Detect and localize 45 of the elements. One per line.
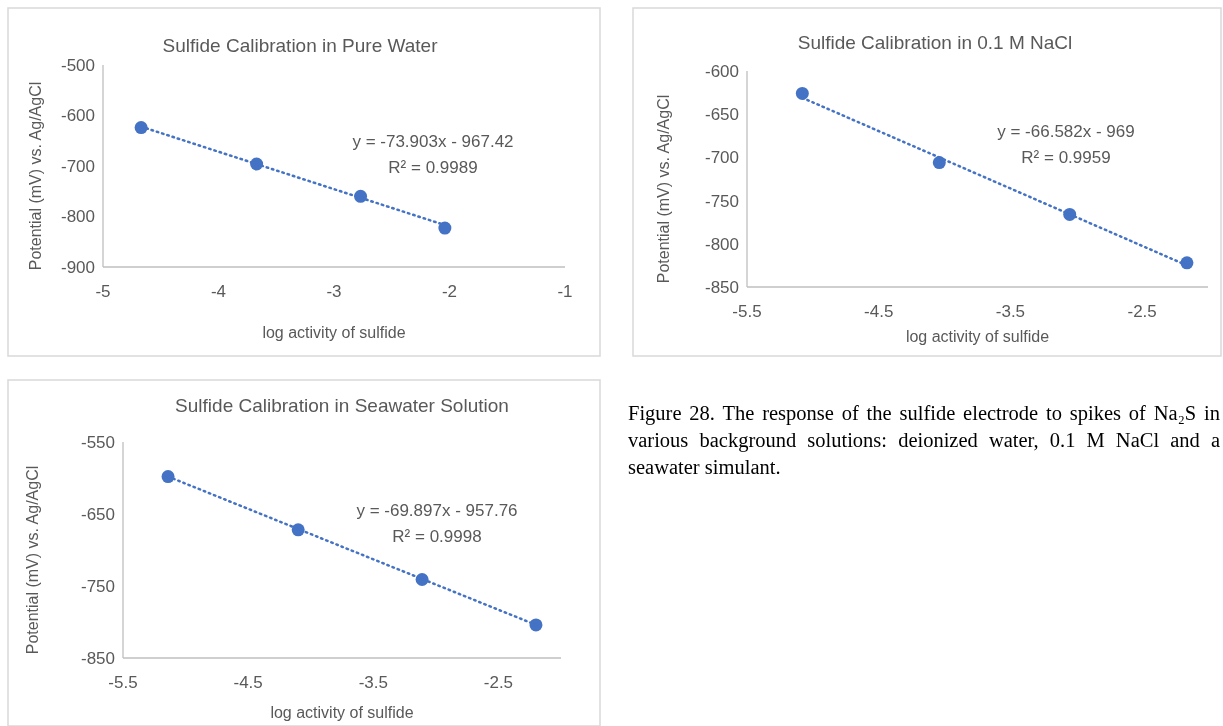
chart-title: Sulfide Calibration in 0.1 M NaCl xyxy=(797,32,1073,53)
annotation: R² = 0.9959 xyxy=(1021,148,1111,167)
x-tick-label: -2 xyxy=(441,282,458,301)
y-tick-label: -900 xyxy=(60,257,95,277)
y-tick-label: -750 xyxy=(80,576,115,596)
y-tick-label: -850 xyxy=(704,277,739,297)
caption: Figure 28. The response of the sulfide electrode to spikes of Na₂S in various background solutions: deionized water, 0.1 M NaCl and a seawater simulant. xyxy=(628,401,1220,480)
x-tick-label: -1 xyxy=(557,282,573,301)
chart-title: Sulfide Calibration in Pure Water xyxy=(162,35,439,56)
x-tick-label: -5.5 xyxy=(108,673,138,692)
x-axis-title: log activity of sulfide xyxy=(270,704,414,721)
y-tick-label: -500 xyxy=(60,55,95,75)
y-tick-label: -650 xyxy=(80,504,115,524)
annotation: y = -73.903x - 967.42 xyxy=(352,132,514,151)
annotation: y = -69.897x - 957.76 xyxy=(356,501,518,520)
y-tick-label: -650 xyxy=(704,105,739,125)
y-axis-title: Potential (mV) vs. Ag/AgCl xyxy=(26,81,44,271)
x-tick-label: -4.5 xyxy=(233,673,263,692)
x-tick-label: -4 xyxy=(210,282,227,301)
y-tick-label: -750 xyxy=(704,191,739,211)
x-tick-label: -2.5 xyxy=(1127,302,1157,321)
y-tick-label: -800 xyxy=(704,234,739,254)
y-tick-label: -550 xyxy=(80,432,115,452)
x-axis-title: log activity of sulfide xyxy=(262,324,406,341)
y-axis-title: Potential (mV) vs. Ag/AgCl xyxy=(23,465,41,655)
x-axis-title: log activity of sulfide xyxy=(905,328,1050,345)
y-axis-title: Potential (mV) vs. Ag/AgCl xyxy=(654,94,672,284)
x-tick-label: -4.5 xyxy=(864,302,894,321)
point xyxy=(795,86,809,100)
annotation: y = -66.582x - 969 xyxy=(997,122,1135,141)
annotation: R² = 0.9989 xyxy=(388,158,478,177)
y-tick-label: -800 xyxy=(60,207,95,227)
x-tick-label: -3 xyxy=(326,282,342,301)
y-tick-label: -600 xyxy=(704,61,739,81)
x-tick-label: -2.5 xyxy=(483,673,514,692)
y-tick-label: -850 xyxy=(80,648,115,668)
y-tick-label: -600 xyxy=(60,106,95,126)
x-tick-label: -5 xyxy=(95,282,111,301)
x-tick-label: -5.5 xyxy=(732,302,762,321)
annotation: R² = 0.9998 xyxy=(392,527,482,546)
x-tick-label: -3.5 xyxy=(358,673,388,692)
x-tick-label: -3.5 xyxy=(995,302,1026,321)
y-tick-label: -700 xyxy=(60,156,95,176)
y-tick-label: -700 xyxy=(704,148,739,168)
chart-title: Sulfide Calibration in Seawater Solution xyxy=(175,395,509,416)
